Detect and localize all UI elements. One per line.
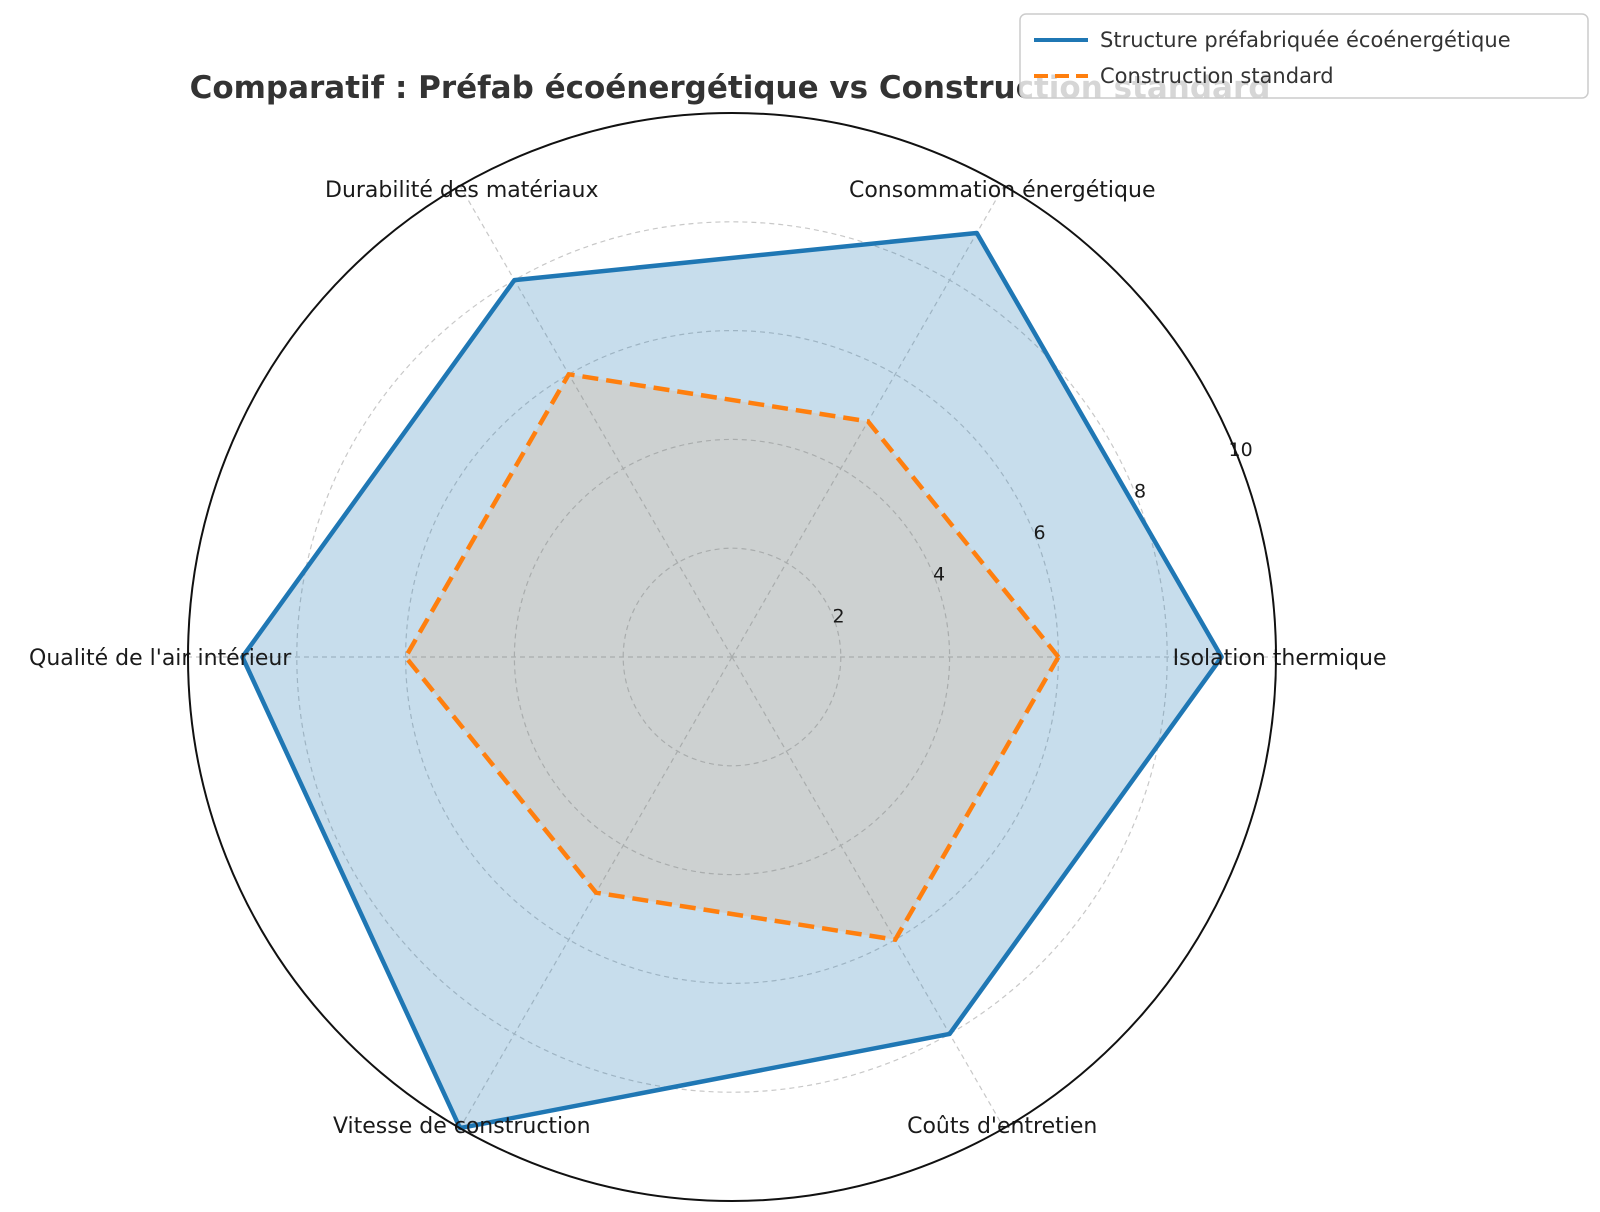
label-layer: 2 4 6 8 10 Isolation thermique Consommation én… bbox=[29, 178, 1386, 1139]
series-line-1 bbox=[403, 372, 1061, 942]
legend-box bbox=[1019, 13, 1589, 99]
grid-spoke bbox=[459, 185, 733, 658]
r-tick-label-8: 8 bbox=[1134, 480, 1146, 502]
r-tick-label-6: 6 bbox=[1034, 522, 1046, 544]
r-tick-label-4: 4 bbox=[933, 564, 945, 586]
legend-label-prefab: Structure préfabriquée écoénergétique bbox=[1100, 28, 1511, 52]
r-tick-label-10: 10 bbox=[1228, 439, 1252, 461]
series-layer bbox=[240, 230, 1224, 1131]
axis-label-4: Vitesse de construction bbox=[333, 1114, 591, 1139]
axis-label-3: Qualité de l'air intérieur bbox=[29, 646, 292, 671]
legend: Structure préfabriquée écoénergétique Co… bbox=[1019, 13, 1589, 99]
legend-label-standard: Construction standard bbox=[1100, 64, 1334, 88]
axis-label-5: Coûts d'entretien bbox=[907, 1114, 1097, 1139]
series-fill-1 bbox=[405, 374, 1059, 940]
outer-frame bbox=[187, 112, 1277, 1202]
axis-label-1: Consommation énergétique bbox=[849, 178, 1156, 203]
r-tick-label-2: 2 bbox=[832, 605, 844, 627]
axis-label-2: Durabilité des matériaux bbox=[325, 178, 599, 203]
series-fill-0 bbox=[242, 233, 1222, 1129]
grid-spoke bbox=[731, 656, 1005, 1129]
axis-label-0: Isolation thermique bbox=[1173, 646, 1387, 671]
